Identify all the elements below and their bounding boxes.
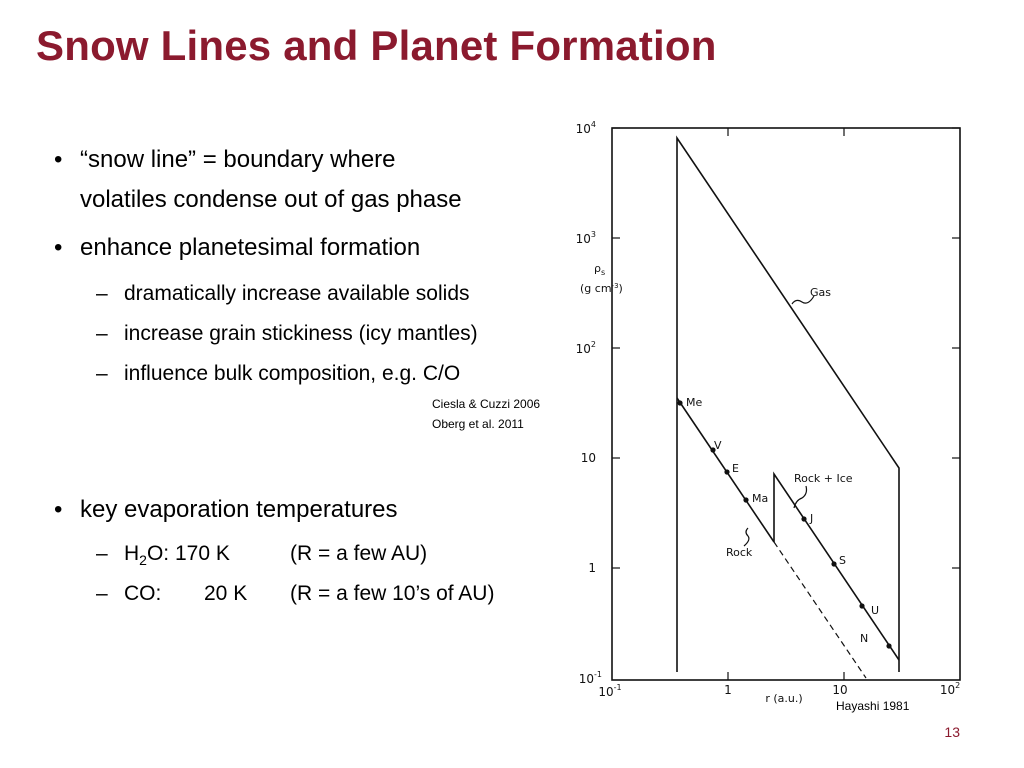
bullet-evaporation: • key evaporation temperatures	[54, 490, 398, 530]
planet-label-n: N	[860, 632, 868, 645]
h2o-h: H	[124, 542, 140, 565]
bullet-planetesimal: • enhance planetesimal formation	[54, 228, 421, 268]
planet-label-me: Me	[686, 396, 702, 409]
bullet-text-line2: volatiles condense out of gas phase	[80, 186, 462, 213]
sub-bullet-h2o: – H2O: 170 K (R = a few AU)	[96, 538, 427, 576]
gas-leader	[791, 295, 815, 305]
bullet-text: key evaporation temperatures	[80, 496, 398, 523]
dash-mark: –	[96, 362, 108, 385]
x-tick-label-1e2: 102	[940, 681, 960, 697]
h2o-radius: (R = a few AU)	[290, 542, 428, 565]
rock-ice-curve	[773, 471, 900, 661]
x-tick-label-1e-1: 10-1	[598, 683, 621, 699]
plot-frame	[611, 127, 961, 681]
h2o-temp: O: 170 K	[146, 542, 230, 565]
y-axis-symbol: ρs	[594, 262, 605, 277]
x-tick-label-1: 1	[724, 683, 732, 697]
sub-bullet-co: – CO: 20 K (R = a few 10’s of AU)	[96, 578, 494, 610]
dash-mark: –	[96, 542, 108, 565]
planet-label-e: E	[732, 462, 739, 475]
gas-label: Gas	[810, 286, 831, 299]
bullet-text-line1: “snow line” = boundary where	[80, 146, 396, 173]
bullet-text: enhance planetesimal formation	[80, 234, 421, 261]
figure-credit: Hayashi 1981	[836, 699, 910, 713]
planet-label-u: U	[871, 604, 879, 617]
sub-bullet-stickiness: – increase grain stickiness (icy mantles…	[96, 318, 478, 350]
y-tick-label-1e-1: 10-1	[579, 670, 602, 686]
bullet-mark: •	[54, 234, 63, 261]
co-label: CO:	[124, 582, 162, 605]
rock-label: Rock	[726, 546, 753, 559]
bullet-mark: •	[54, 496, 63, 523]
x-tick-label-10: 10	[832, 683, 847, 697]
y-tick-label-1e4: 104	[576, 120, 596, 136]
sub-bullet-text: dramatically increase available solids	[124, 282, 470, 305]
h2o-subscript: 2	[139, 552, 147, 569]
hayashi-figure: 104 103 102 10 1 10-1 10-1 1 10 102 r (a…	[576, 120, 961, 713]
dash-mark: –	[96, 582, 108, 605]
dash-mark: –	[96, 282, 108, 305]
y-tick-label-1: 1	[588, 561, 596, 575]
bullet-mark: •	[54, 146, 63, 173]
y-axis-units: (g cm-3)	[580, 282, 623, 295]
y-ticks	[612, 127, 960, 569]
gas-curve	[676, 135, 900, 672]
planet-points	[677, 400, 892, 649]
page-number: 13	[944, 724, 960, 740]
y-tick-label-1e2: 102	[576, 340, 596, 356]
rock-ice-label: Rock + Ice	[794, 472, 853, 485]
citation-ciesla: Ciesla & Cuzzi 2006	[432, 397, 541, 411]
x-axis-label: r (a.u.)	[765, 692, 802, 705]
sub-bullet-text: influence bulk composition, e.g. C/O	[124, 362, 461, 385]
planet-label-j: J	[809, 512, 813, 525]
planet-label-s: S	[839, 554, 846, 567]
co-radius: (R = a few 10’s of AU)	[290, 582, 495, 605]
sub-bullet-solids: – dramatically increase available solids	[96, 278, 470, 310]
y-tick-label-10: 10	[581, 451, 596, 465]
rock-extrapolation-dashed	[773, 541, 867, 679]
dash-mark: –	[96, 322, 108, 345]
citation-oberg: Oberg et al. 2011	[432, 417, 524, 431]
sub-bullet-text: increase grain stickiness (icy mantles)	[124, 322, 478, 345]
co-temp: 20 K	[204, 582, 248, 605]
planet-label-v: V	[714, 439, 722, 452]
sub-bullet-composition: – influence bulk composition, e.g. C/O	[96, 358, 461, 390]
x-ticks	[727, 128, 845, 680]
rock-leader	[743, 527, 750, 547]
y-tick-label-1e3: 103	[576, 230, 596, 246]
planet-label-ma: Ma	[752, 492, 768, 505]
rock-ice-leader	[793, 485, 808, 509]
slide-title: Snow Lines and Planet Formation	[36, 22, 717, 69]
bullet-snow-line: • “snow line” = boundary where volatiles…	[54, 140, 462, 220]
